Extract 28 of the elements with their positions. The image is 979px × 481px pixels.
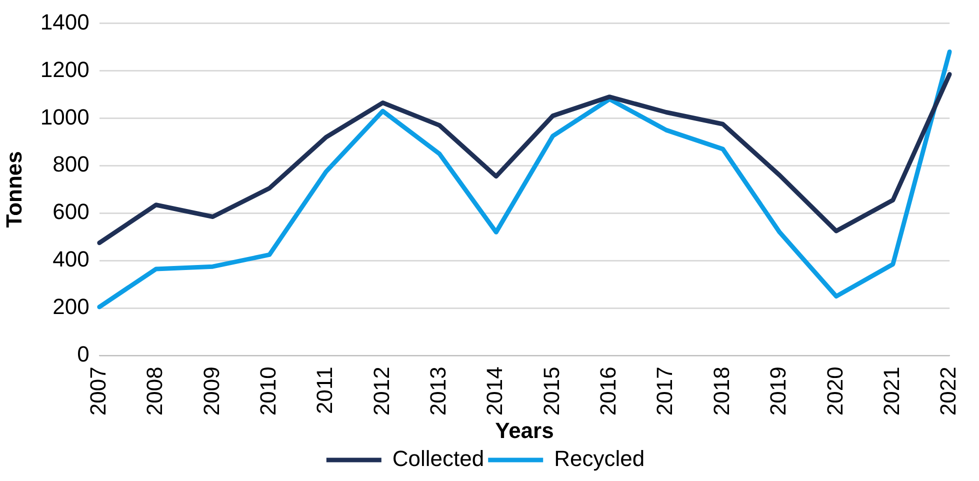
y-tick-label: 600	[52, 199, 90, 224]
y-axis-title: Tonnes	[1, 151, 26, 228]
x-tick-label: 2015	[538, 366, 564, 416]
x-tick-label: 2011	[312, 366, 338, 414]
x-tick-label: 2013	[426, 366, 451, 416]
x-tick-label: 2008	[142, 366, 168, 416]
x-tick-label: 2014	[482, 366, 508, 416]
x-tick-label: 2010	[255, 366, 280, 416]
y-tick-label: 400	[52, 246, 90, 272]
x-tick-label: 2020	[822, 366, 848, 416]
x-tick-label: 2007	[85, 366, 110, 416]
x-tick-label: 2012	[368, 366, 394, 416]
x-axis-title: Years	[495, 418, 554, 443]
y-tick-label: 0	[77, 342, 90, 367]
x-tick-label: 2019	[766, 366, 791, 416]
y-tick-label: 800	[52, 152, 90, 177]
x-tick-label: 2018	[708, 366, 734, 416]
x-tick-label: 2017	[652, 366, 678, 416]
x-tick-label: 2016	[596, 366, 621, 416]
y-tick-label: 1400	[40, 9, 90, 34]
legend-label: Recycled	[554, 446, 645, 472]
y-tick-label: 1000	[40, 104, 90, 130]
x-tick-label: 2022	[936, 366, 961, 416]
x-tick-label: 2021	[878, 366, 904, 416]
y-tick-label: 200	[52, 294, 90, 320]
y-tick-label: 1200	[40, 56, 90, 82]
legend-label: Collected	[392, 446, 484, 472]
x-tick-label: 2009	[198, 366, 224, 416]
